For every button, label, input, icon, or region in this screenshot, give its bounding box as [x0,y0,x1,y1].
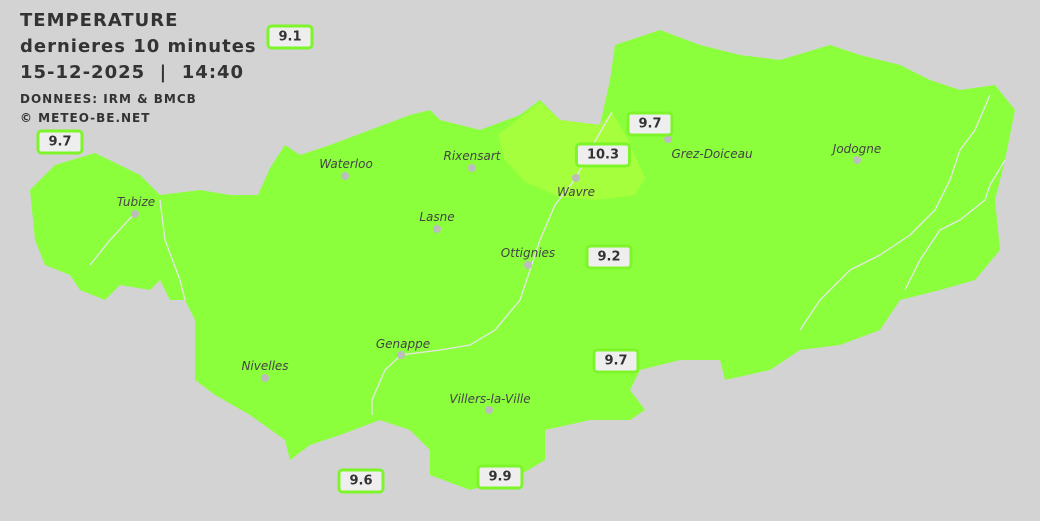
temperature-reading: 10.3 [574,142,632,168]
city-marker [131,210,139,218]
city-label: Nivelles [241,359,289,373]
city-label: Ottignies [500,246,556,260]
city-label: Waterloo [319,157,373,171]
city-label: Jodogne [832,142,882,156]
city-label: Villers-la-Ville [449,392,531,406]
city-marker [397,351,405,359]
city-marker [341,172,349,180]
temperature-reading: 9.6 [337,468,385,494]
city-label: Genappe [375,337,431,351]
temperature-reading: 9.7 [36,129,84,155]
temperature-reading: 9.1 [266,24,314,50]
source: DONNEES: IRM & BMCB [20,92,197,106]
temperature-reading: 9.7 [592,348,640,374]
city-marker [572,174,580,182]
copyright: © METEO-BE.NET [20,111,151,125]
city-marker [853,156,861,164]
datetime: 15-12-2025 | 14:40 [20,62,245,83]
city-marker [433,225,441,233]
city-marker [485,406,493,414]
warm-zone [498,102,645,200]
city-label: Tubize [116,195,156,209]
temperature-reading: 9.7 [626,111,674,137]
subtitle: dernieres 10 minutes [20,36,257,57]
city-marker [524,261,532,269]
city-marker [261,374,269,382]
city-label: Wavre [557,185,595,199]
title: TEMPERATURE [20,10,179,31]
temperature-reading: 9.2 [585,244,633,270]
city-label: Rixensart [443,149,501,163]
temperature-reading: 9.9 [476,464,524,490]
city-label: Grez-Doiceau [671,147,753,161]
rivers [89,94,1006,415]
map-header: TEMPERATURE dernieres 10 minutes 15-12-2… [20,8,257,128]
city-label: Lasne [419,210,455,224]
province-region [30,30,1015,490]
city-marker [468,164,476,172]
city-marker [664,135,672,143]
